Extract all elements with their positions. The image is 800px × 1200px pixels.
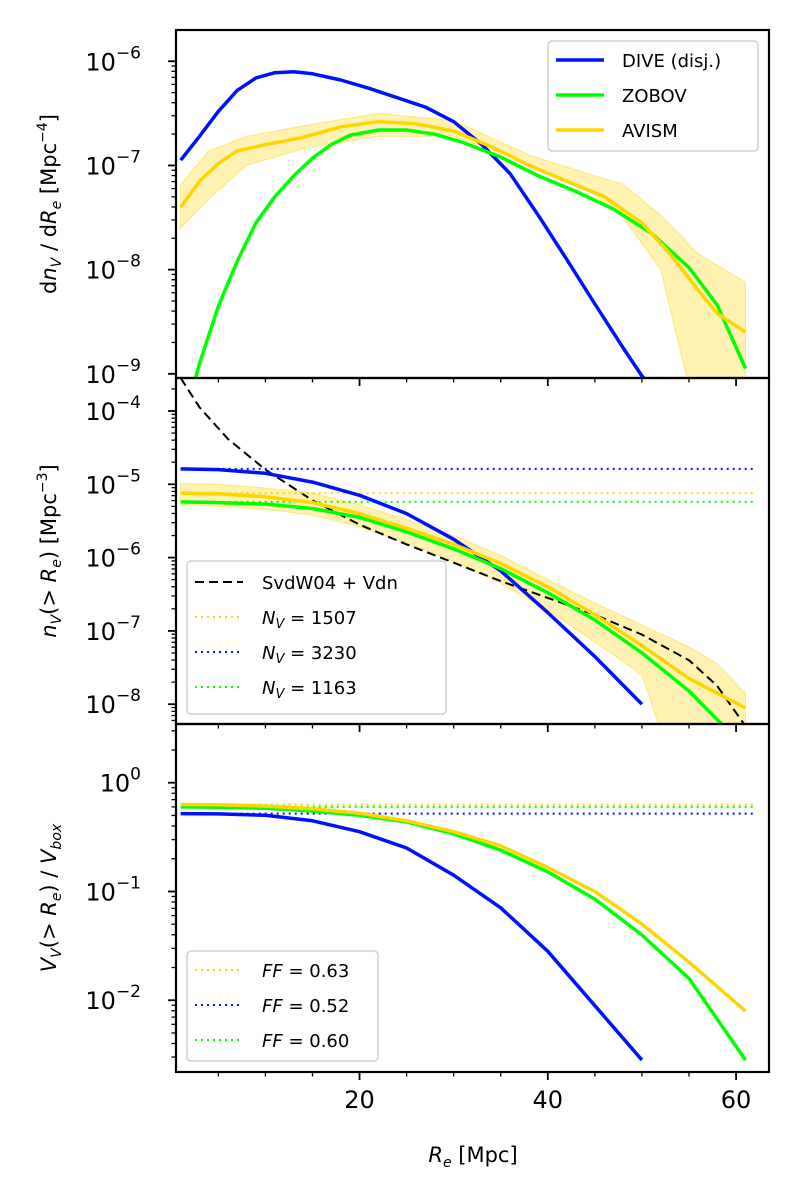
panel1-band-avism-range [180,483,746,724]
top-ylabel-exp: −4 [35,122,51,143]
mid-ylabel-unit: ) [Mpc [37,493,61,559]
bot-ylabel-open: (> [37,916,61,948]
panel2-series-avism [180,802,747,1013]
mid-ylabel-sub: V [49,613,65,624]
bot-ylabel-V: V [37,956,61,972]
panel1-series-svdw04-vdn [179,378,746,724]
panel2-series-dive-disj [180,811,644,1062]
legend-bottom-box [186,950,379,1062]
top-ylabel-close: ] [37,114,61,122]
panel0-ytick-label-1: 10−7 [85,147,141,180]
top-ylabel-d: d [37,281,61,294]
panel1-ytick-label-0: 10−4 [85,393,141,426]
bot-ylabel-R: R [37,901,61,916]
legend-panel1-label-0: SvdW04 + Vdn [262,573,398,594]
panel2-ytick-label-2: 10−2 [85,982,141,1015]
x-tick-label-0: 20 [344,1086,375,1114]
legend-panel1-label-3: NV = 1163 [262,678,357,702]
panel-top-density: 10−6 10−7 10−8 10−9 DIVE (disj.) ZOBOV AVIS… [35,28,771,389]
xlabel-unit: [Mpc] [452,1143,518,1167]
top-ylabel-Rsub: e [49,201,65,210]
panel2-ytick-label-0: 100 [100,765,141,798]
bot-ylabel-V2sub: box [49,823,65,849]
mid-ylabel-close: ] [37,464,61,472]
bot-ylabel-mid: ) / [37,864,61,893]
x-tick-label-1: 40 [533,1086,564,1114]
panel0-series-zobov [193,128,748,378]
legend-panel2-label-1: FF = 0.52 [262,996,349,1017]
panel0-band-avism-range [180,112,746,378]
panel-bottom-frame [174,722,771,1074]
panel0-series-dive-disj [179,69,647,378]
bot-ylabel-V2: V [37,848,61,864]
legend-bottom: FF = 0.63 FF = 0.52 FF = 0.60 [186,950,379,1062]
legend-top-label-1: ZOBOV [622,86,687,107]
panel-bottom-ylabel: VV(> Re) / Vbox [37,823,65,972]
panel-middle-ylabel: nV(> Re) [Mpc−3] [35,464,65,637]
x-tick-label-2: 60 [721,1086,752,1114]
mid-ylabel-exp: −3 [35,472,51,493]
mid-ylabel-Rsub: e [49,559,65,568]
legend-top-label-2: AVISM [622,121,678,142]
panel1-ytick-label-3: 10−7 [85,613,141,646]
legend-middle: SvdW04 + Vdn NV = 1507 NV = 3230 NV = 1163 [186,560,447,715]
top-ylabel-sub: V [49,256,65,267]
panel1-ytick-label-2: 10−6 [85,540,141,573]
legend-top-box [547,40,759,152]
legend-panel2-label-2: FF = 0.60 [262,1031,349,1052]
panel-top-ylabel: dnV / dRe [Mpc−4] [35,114,65,294]
panel2-series-zobov [180,805,747,1061]
xlabel-sub: e [443,1155,452,1171]
panel1-series-zobov [180,500,725,724]
legend-middle-box [186,560,447,715]
panel2-ytick-label-1: 10−1 [85,873,141,906]
mid-ylabel-open: (> [37,582,61,614]
top-ylabel-unit: [Mpc [37,143,61,201]
bot-ylabel-sub: V [49,947,65,958]
legend-panel1-label-2: NV = 3230 [262,643,357,667]
panel0-ytick-label-2: 10−8 [85,252,141,285]
panel0-series-avism [179,119,747,334]
panel0-ytick-label-3: 10−9 [85,356,141,389]
mid-ylabel-R: R [37,568,61,583]
panel1-series-dive-disj [180,467,644,706]
top-ylabel-mid: / d [37,224,61,258]
panel-middle-cumulative: 10−4 10−5 10−6 10−7 10−8 SvdW04 + Vdn NV = 15… [35,376,771,732]
panel1-ytick-label-1: 10−5 [85,466,141,499]
panel1-ytick-label-4: 10−8 [85,686,141,719]
top-ylabel-R: R [37,209,61,224]
legend-top-label-0: DIVE (disj.) [622,51,721,72]
x-axis-label: Re [Mpc] [428,1143,517,1171]
xlabel-R: R [428,1143,443,1167]
panel1-series-avism [180,491,747,710]
legend-panel1-label-1: NV = 1507 [262,608,357,632]
bot-ylabel-Rsub: e [49,893,65,902]
top-ylabel-n: n [37,267,61,280]
legend-panel2-label-0: FF = 0.63 [262,961,349,982]
mid-ylabel-n: n [37,624,61,637]
legend-top: DIVE (disj.) ZOBOV AVISM [547,40,759,152]
panel0-ytick-label-0: 10−6 [85,43,141,76]
